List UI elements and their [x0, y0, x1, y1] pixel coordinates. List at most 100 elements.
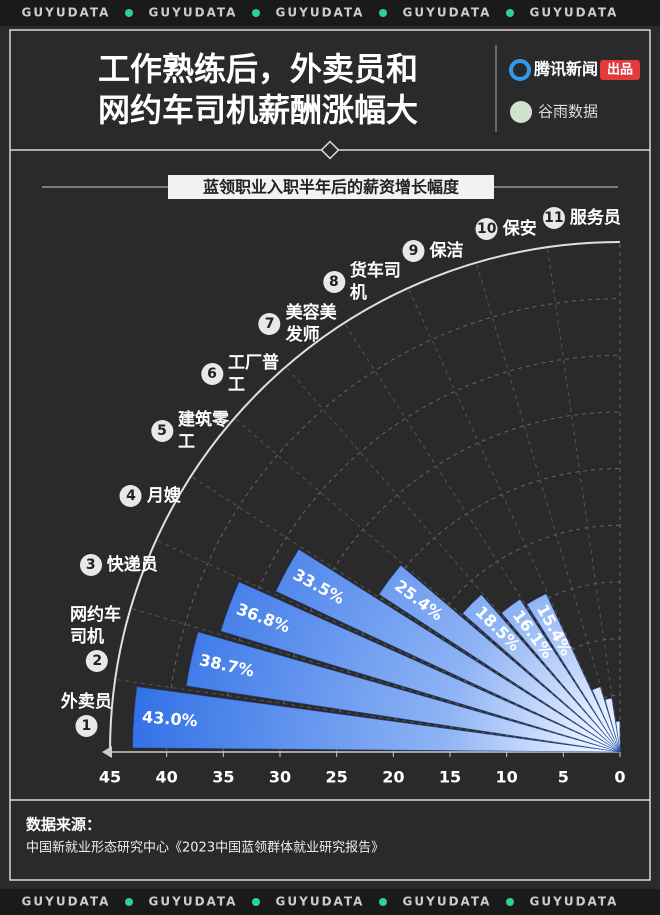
x-tick-label: 45	[99, 768, 121, 787]
radial-grid	[407, 287, 621, 753]
frame	[9, 29, 651, 881]
bar	[526, 593, 621, 753]
category-label: 6 工厂普工	[200, 352, 282, 396]
bar	[462, 594, 621, 753]
grid-arc	[222, 354, 621, 753]
radial-grid	[130, 607, 621, 753]
x-tick-label: 10	[496, 768, 518, 787]
brand-tag-bg	[600, 60, 640, 80]
x-tick-label: 40	[156, 768, 178, 787]
bar	[501, 599, 621, 753]
category-name: 工厂普工	[227, 352, 279, 395]
watermark: GUYUDATA	[403, 895, 492, 909]
x-tick-label: 5	[558, 768, 569, 787]
bar	[132, 686, 621, 753]
bar	[615, 721, 621, 753]
category-name: 货车司机	[349, 261, 401, 304]
category-name: 外卖员	[60, 691, 112, 712]
outer-arc	[109, 241, 621, 753]
watermark: GUYUDATA	[149, 6, 238, 20]
category-label: 11 服务员	[542, 207, 621, 230]
watermark-dot	[506, 9, 514, 17]
grid-arc	[166, 298, 621, 753]
title-line: 工作熟练后，外卖员和	[98, 50, 418, 88]
chart-subtitle: 蓝领职业入职半年后的薪资增长幅度	[203, 178, 460, 197]
watermark: GUYUDATA	[22, 6, 111, 20]
category-name: 保洁	[429, 240, 464, 261]
bar	[378, 565, 621, 753]
category-name: 月嫂	[146, 485, 181, 506]
rank-badge: 5	[151, 420, 174, 443]
bar	[275, 549, 621, 753]
radial-grid	[546, 247, 621, 753]
bar	[591, 686, 621, 753]
radial-grid	[155, 539, 621, 753]
brand: 腾讯新闻	[534, 60, 598, 79]
title-line: 网约车司机薪酬涨幅大	[98, 91, 418, 129]
rank-badge: 10	[475, 218, 498, 241]
category-label: 2 网约车司机	[70, 604, 124, 673]
rank-badge: 6	[200, 362, 223, 385]
category-label: 7 美容美发师	[258, 302, 340, 346]
category-label: 5 建筑零工	[151, 409, 232, 453]
rank-badge: 1	[75, 714, 98, 737]
watermark: GUYUDATA	[276, 895, 365, 909]
brand-tag: 出品	[607, 62, 633, 78]
radial-grid	[190, 475, 621, 753]
radial-grid	[234, 417, 621, 753]
category-label: 3 快递员	[79, 554, 158, 577]
top-strip	[0, 0, 660, 26]
watermark-dot	[506, 898, 514, 906]
rank-badge: 9	[402, 239, 425, 262]
rank-badge: 7	[258, 312, 281, 335]
x-tick-label: 20	[382, 768, 404, 787]
grid-arc	[279, 411, 621, 753]
rank-badge: 4	[119, 484, 142, 507]
bottom-strip	[0, 889, 660, 915]
radial-grid	[475, 262, 621, 753]
bar	[186, 631, 621, 753]
rank-badge: 8	[322, 271, 345, 294]
category-name: 美容美发师	[285, 302, 337, 345]
diamond	[320, 140, 340, 160]
source-text: 中国新就业形态研究中心《2023中国蓝领群体就业研究报告》	[26, 840, 384, 856]
category-name: 快递员	[106, 555, 158, 576]
bar	[604, 697, 621, 753]
watermark-dot	[252, 9, 260, 17]
watermark: GUYUDATA	[530, 895, 619, 909]
value-label: 43.0%	[142, 707, 199, 730]
category-name: 建筑零工	[178, 410, 230, 453]
category-name: 网约车司机	[70, 605, 122, 648]
radial-grid	[343, 322, 621, 753]
subtitle-bg	[168, 175, 494, 199]
x-tick-label: 25	[326, 768, 348, 787]
watermark-dot	[379, 898, 387, 906]
watermark-dot	[125, 9, 133, 17]
rank-badge: 2	[86, 650, 109, 673]
watermark-dot	[252, 898, 260, 906]
radial-grid	[115, 678, 621, 753]
category-label: 8 货车司机	[322, 260, 404, 304]
source-label: 数据来源：	[26, 816, 101, 834]
watermark-dot	[379, 9, 387, 17]
x-tick-label: 30	[269, 768, 291, 787]
category-label: 4 月嫂	[119, 484, 181, 507]
axis-arrow	[102, 746, 112, 758]
partner-icon	[510, 101, 532, 123]
watermark: GUYUDATA	[149, 895, 238, 909]
category-name: 保安	[502, 219, 537, 240]
category-name: 服务员	[569, 208, 621, 229]
watermark: GUYUDATA	[22, 895, 111, 909]
watermark: GUYUDATA	[276, 6, 365, 20]
category-label: 10 保安	[475, 218, 537, 241]
watermark-dot	[125, 898, 133, 906]
x-tick-label: 15	[439, 768, 461, 787]
rank-badge: 11	[542, 207, 565, 230]
category-label: 9 保洁	[402, 239, 464, 262]
category-label: 1 外卖员	[61, 691, 112, 737]
radial-grid	[285, 366, 621, 753]
brand-icon	[509, 59, 531, 81]
partner: 谷雨数据	[538, 103, 598, 121]
